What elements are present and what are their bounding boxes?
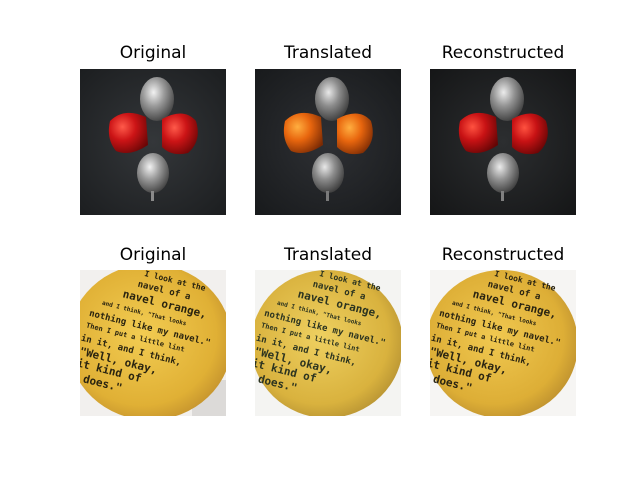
orange-reconstructed-image: I look at the navel of a navel orange, a… xyxy=(430,270,576,416)
title-translated-row1: Translated xyxy=(284,43,372,63)
peppers-reconstructed-image xyxy=(430,69,576,215)
orange-translated-image: I look at the navel of a navel orange, a… xyxy=(255,270,401,416)
title-reconstructed-row2: Reconstructed xyxy=(441,245,565,265)
title-translated-row2: Translated xyxy=(284,245,372,265)
title-original-row1: Original xyxy=(119,43,187,63)
title-reconstructed-row1: Reconstructed xyxy=(441,43,565,63)
title-original-row2: Original xyxy=(119,245,187,265)
peppers-original-image xyxy=(80,69,226,215)
peppers-translated-image xyxy=(255,69,401,215)
orange-original-image: I look at the navel of a navel orange, a… xyxy=(80,270,226,416)
